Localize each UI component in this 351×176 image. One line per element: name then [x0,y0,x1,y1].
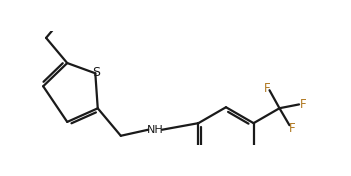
Text: F: F [300,98,306,111]
Text: S: S [92,66,100,79]
Text: F: F [264,82,271,95]
Text: NH: NH [147,125,164,135]
Text: F: F [289,122,296,135]
